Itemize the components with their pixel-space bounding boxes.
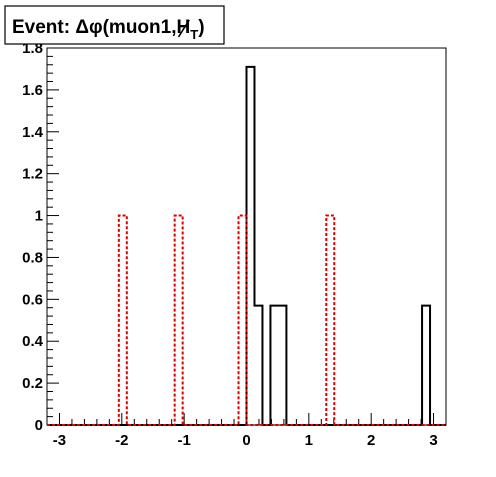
title-frame [4, 5, 225, 45]
x-tick-labels: -3 -2 -1 0 1 2 3 [53, 432, 438, 449]
y-tick-label: 1.4 [22, 124, 44, 141]
chart-title: Event: Δφ(muon1,HT) [12, 17, 205, 42]
y-tick-labels: 00.20.40.60.811.21.41.61.8 [22, 40, 44, 434]
series-layer [47, 65, 446, 426]
histogram-series-1 [47, 65, 446, 426]
y-tick-label: 1.6 [22, 82, 43, 99]
title-box: Event: Δφ(muon1,HT) [4, 5, 225, 45]
title-suffix: ) [198, 17, 204, 38]
title-symbol: H [177, 17, 191, 38]
x-tick-label: 1 [305, 432, 313, 449]
title-math: Δφ(muon1, [75, 17, 176, 38]
title-subscript: T [190, 27, 198, 42]
x-tick-label: 3 [429, 432, 437, 449]
y-tick-label: 0.6 [22, 291, 43, 308]
y-tick-label: 0.8 [22, 249, 43, 266]
y-tick-label: 0.2 [22, 375, 43, 392]
x-tick-label: 0 [242, 432, 250, 449]
x-tick-label: -1 [177, 432, 190, 449]
histogram-series-2 [47, 214, 446, 426]
x-tick-label: -2 [115, 432, 128, 449]
y-tick-label: 0 [35, 417, 43, 434]
title-prefix: Event: [12, 17, 75, 38]
y-tick-label: 0.4 [22, 333, 44, 350]
y-tick-label: 1 [35, 208, 43, 225]
title-slash [177, 19, 190, 38]
y-tick-label: 1.2 [22, 166, 43, 183]
x-tick-label: -3 [53, 432, 66, 449]
x-tick-label: 2 [367, 432, 375, 449]
